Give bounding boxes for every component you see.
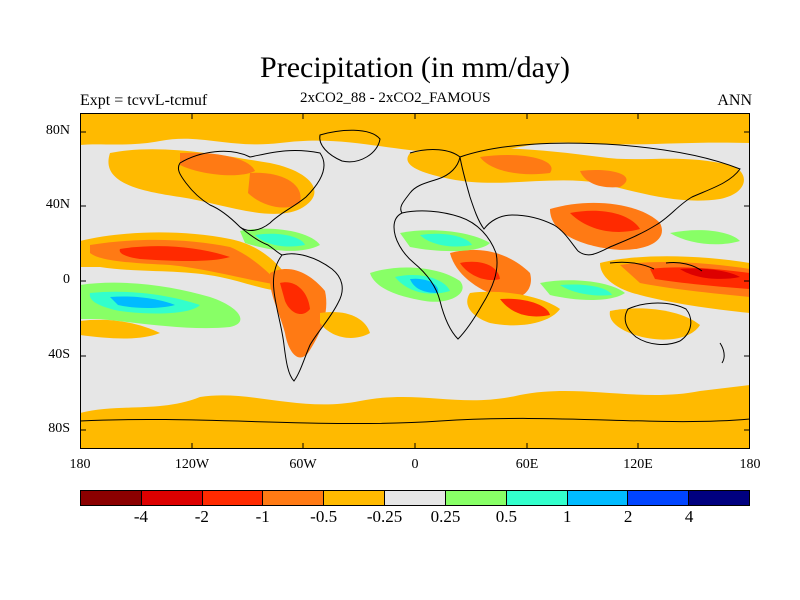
lat-tick-label: 40S (48, 347, 70, 362)
lon-tick-label: 180 (69, 457, 91, 472)
australia-outline (624, 302, 692, 345)
arctic-dry-band (80, 113, 750, 155)
indonesia-outline (609, 261, 703, 272)
season-label: ANN (717, 92, 752, 109)
lat-tick-label: 40N (45, 197, 70, 212)
legend-label: -1 (255, 507, 270, 526)
map-title: Precipitation (in mm/day) (260, 51, 570, 84)
experiment-label: Expt = tcvvL-tcmuf (80, 92, 208, 109)
legend-color-box (263, 491, 325, 505)
legend-color-box (324, 491, 386, 505)
legend-label: 2 (623, 507, 633, 526)
legend-color-box (689, 491, 749, 505)
comparison-label: 2xCO2_88 - 2xCO2_FAMOUS (300, 90, 491, 106)
lon-tick-label: 60E (515, 457, 539, 472)
legend-color-box (141, 491, 203, 505)
lat-tick-label: 80N (45, 123, 70, 138)
legend-color-box (385, 491, 446, 505)
legend-color-box (567, 491, 629, 505)
southern-ocean-band (80, 385, 750, 449)
color-legend-bar (80, 490, 750, 506)
antarctic-edge (79, 417, 751, 425)
legend-label: 4 (684, 507, 694, 526)
legend-color-box (506, 491, 568, 505)
legend-color-box (445, 491, 507, 505)
legend-label: 0.5 (495, 507, 517, 526)
coastlines (177, 129, 741, 382)
legend-label: -0.5 (310, 507, 338, 526)
africa-outline (393, 210, 498, 340)
lon-tick-label: 60W (289, 457, 317, 472)
legend-color-box (202, 491, 264, 505)
north-america-outline (177, 149, 325, 231)
south-america-outline (273, 253, 343, 382)
lon-tick-label: 180 (739, 457, 761, 472)
lon-tick-label: 120W (174, 457, 210, 472)
precipitation-map (79, 113, 751, 449)
asia-outline (459, 142, 741, 256)
europe-outline (400, 149, 461, 214)
legend-color-box (628, 491, 690, 505)
lat-tick-label: 0 (63, 272, 70, 287)
legend-label: -0.25 (366, 507, 403, 526)
legend-label: 0.25 (430, 507, 461, 526)
legend-color-box (81, 491, 142, 505)
greenland-outline (319, 129, 381, 163)
legend-label: -2 (194, 507, 209, 526)
legend-label: 1 (563, 507, 572, 526)
axis-ticks (80, 113, 750, 449)
legend-label: -4 (133, 507, 148, 526)
central-america-outline (239, 226, 283, 256)
new-zealand-outline (719, 342, 725, 364)
lat-tick-label: 80S (48, 421, 70, 436)
lon-tick-label: 0 (411, 457, 419, 472)
lon-tick-label: 120E (623, 457, 653, 472)
